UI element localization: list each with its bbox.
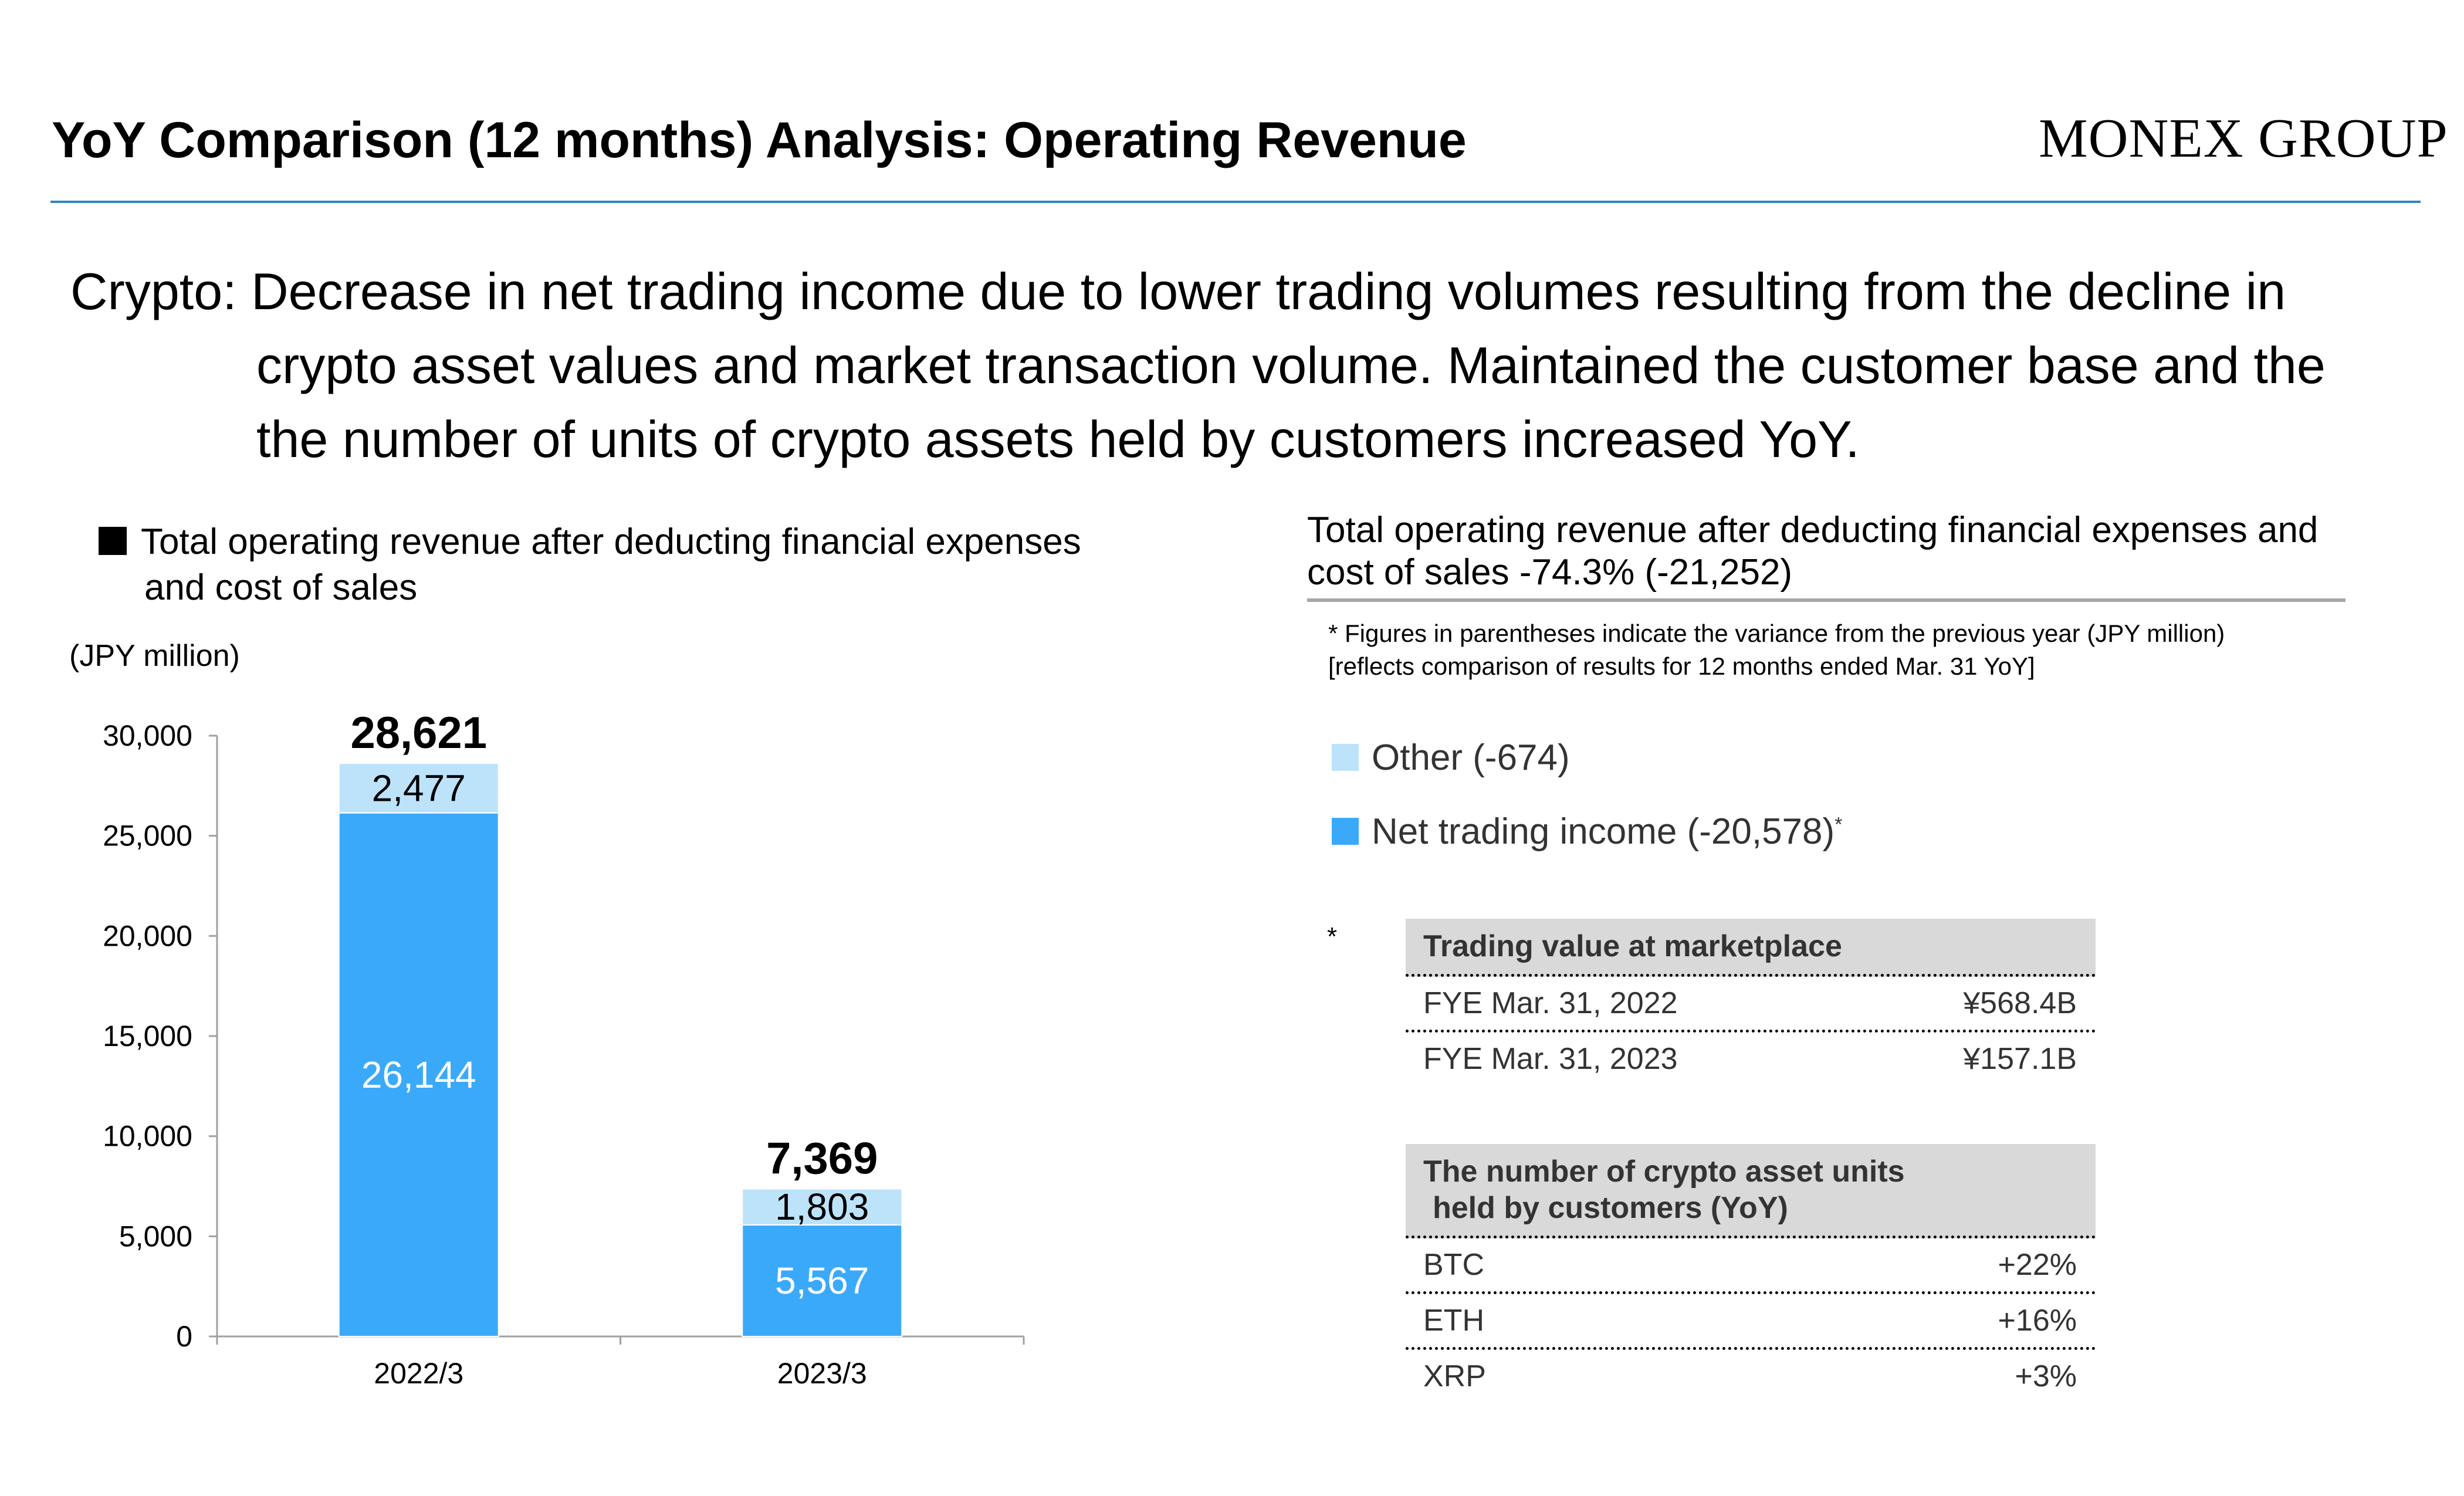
x-tick-label: 2022/3: [374, 1357, 463, 1390]
y-tick-label: 25,000: [103, 820, 192, 852]
summary-line-2: crypto asset values and market transacti…: [256, 336, 2326, 394]
row-value: +16%: [1998, 1304, 2077, 1338]
row-label: XRP: [1423, 1359, 1486, 1393]
bar-value-label: 26,144: [361, 1054, 476, 1096]
row-value: ¥568.4B: [1963, 986, 2077, 1020]
unit-label: (JPY million): [69, 639, 240, 673]
crypto-units-table: The number of crypto asset units held by…: [1406, 1144, 2096, 1403]
legend-footnote-mark: *: [1835, 813, 1843, 836]
black-square-bullet-icon: [99, 527, 127, 555]
crypto-units-table-header: The number of crypto asset units held by…: [1406, 1144, 2096, 1238]
bar-segment: [338, 763, 499, 814]
bar-segment: [338, 812, 499, 1338]
bar-segment: [742, 1188, 903, 1226]
y-tick-label: 20,000: [103, 919, 192, 952]
footnote-line-2: [reflects comparison of results for 12 m…: [1328, 652, 2035, 680]
page-title: YoY Comparison (12 months) Analysis: Ope…: [52, 112, 1467, 168]
bar-total-label: 7,369: [766, 1133, 878, 1183]
row-value: +3%: [2015, 1359, 2077, 1393]
x-tick-label: 2023/3: [777, 1357, 867, 1390]
bar-value-label: 5,567: [775, 1260, 869, 1302]
footnote-line-1: * Figures in parentheses indicate the va…: [1328, 620, 2225, 647]
legend-label-other: Other (-674): [1372, 737, 1570, 778]
chart-heading-line-2: and cost of sales: [144, 567, 418, 608]
trading-value-table-header: Trading value at marketplace: [1406, 919, 2096, 977]
crypto-units-header-line-2: held by customers (YoY): [1433, 1191, 1788, 1225]
table-row: BTC +22%: [1406, 1238, 2096, 1294]
row-value: +22%: [1998, 1248, 2077, 1282]
row-value: ¥157.1B: [1963, 1042, 2077, 1076]
y-tick-label: 0: [176, 1320, 192, 1353]
table-footnote-marker: *: [1327, 922, 1338, 951]
y-tick-label: 10,000: [103, 1120, 192, 1153]
y-tick-label: 5,000: [119, 1220, 192, 1253]
table-row: FYE Mar. 31, 2022 ¥568.4B: [1406, 977, 2096, 1033]
row-label: FYE Mar. 31, 2022: [1423, 986, 1678, 1020]
trading-value-table: Trading value at marketplace FYE Mar. 31…: [1406, 919, 2096, 1085]
crypto-units-header-line-1: The number of crypto asset units: [1423, 1155, 1905, 1189]
table-row: ETH +16%: [1406, 1294, 2096, 1350]
summary-line-1: Crypto: Decrease in net trading income d…: [70, 262, 2286, 320]
footnote: * Figures in parentheses indicate the va…: [1328, 617, 2225, 683]
row-label: BTC: [1423, 1248, 1484, 1282]
bar-value-label: 2,477: [372, 767, 466, 809]
table-row: XRP +3%: [1406, 1350, 2096, 1403]
header-divider: [50, 201, 2421, 203]
y-tick-label: 30,000: [103, 719, 192, 752]
row-label: FYE Mar. 31, 2023: [1423, 1042, 1678, 1076]
bar-total-label: 28,621: [351, 708, 487, 758]
monex-group-logo: MONEX GROUP: [2039, 108, 2448, 169]
legend-swatch-net-trading-income: [1332, 818, 1359, 845]
legend-label-net-trading-income: Net trading income (-20,578)*: [1372, 811, 1843, 852]
summary-line-3: the number of units of crypto assets hel…: [256, 410, 1860, 468]
right-heading-divider: [1307, 598, 2345, 602]
right-panel-heading: Total operating revenue after deducting …: [1307, 509, 2363, 594]
table-row: FYE Mar. 31, 2023 ¥157.1B: [1406, 1033, 2096, 1085]
right-heading-line-1: Total operating revenue after deducting …: [1307, 510, 2319, 550]
bar-value-label: 1,803: [775, 1186, 869, 1228]
row-label: ETH: [1423, 1304, 1484, 1338]
stacked-bar-chart: 0 5,000 10,000 15,000 20,000 25,000 30,000 26,1…: [103, 708, 1025, 1390]
chart-heading-line-1: Total operating revenue after deducting …: [141, 522, 1081, 562]
bar-segment: [742, 1224, 903, 1337]
legend-swatch-other: [1332, 744, 1359, 771]
right-heading-line-2: cost of sales -74.3% (-21,252): [1307, 552, 1793, 593]
y-tick-label: 15,000: [103, 1020, 192, 1052]
